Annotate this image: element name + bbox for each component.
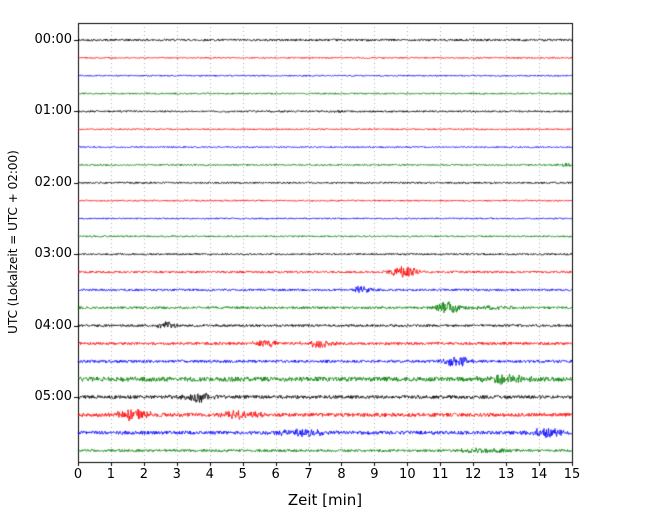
x-tick-label: 9 (370, 467, 379, 482)
x-tick-label: 0 (73, 467, 83, 482)
x-axis-title: Zeit [min] (287, 491, 363, 509)
y-tick-label: 00:00 (34, 32, 72, 47)
x-tick-label: 1 (106, 467, 116, 482)
x-tick-label: 8 (337, 467, 346, 482)
y-tick-label: 05:00 (34, 389, 72, 404)
x-tick-label: 3 (172, 467, 181, 482)
x-tick-label: 4 (205, 467, 214, 482)
y-tick-label: 01:00 (34, 103, 72, 119)
y-tick-label: 04:00 (34, 317, 72, 333)
x-tick-label: 10 (399, 467, 416, 482)
x-tick-label: 14 (530, 467, 548, 482)
x-tick-label: 11 (431, 467, 449, 482)
x-tick-label: 5 (238, 467, 247, 482)
x-tick-label: 2 (139, 467, 148, 482)
y-tick-label: 02:00 (34, 174, 72, 190)
y-tick-label: 03:00 (34, 246, 72, 262)
x-tick-label: 7 (304, 467, 313, 482)
x-tick-label: 12 (464, 467, 482, 482)
x-tick-label: 15 (563, 467, 581, 482)
x-tick-label: 6 (271, 467, 280, 482)
x-tick-label: 13 (497, 467, 515, 482)
y-axis-title: UTC (Lokalzeit = UTC + 02:00) (6, 150, 20, 334)
